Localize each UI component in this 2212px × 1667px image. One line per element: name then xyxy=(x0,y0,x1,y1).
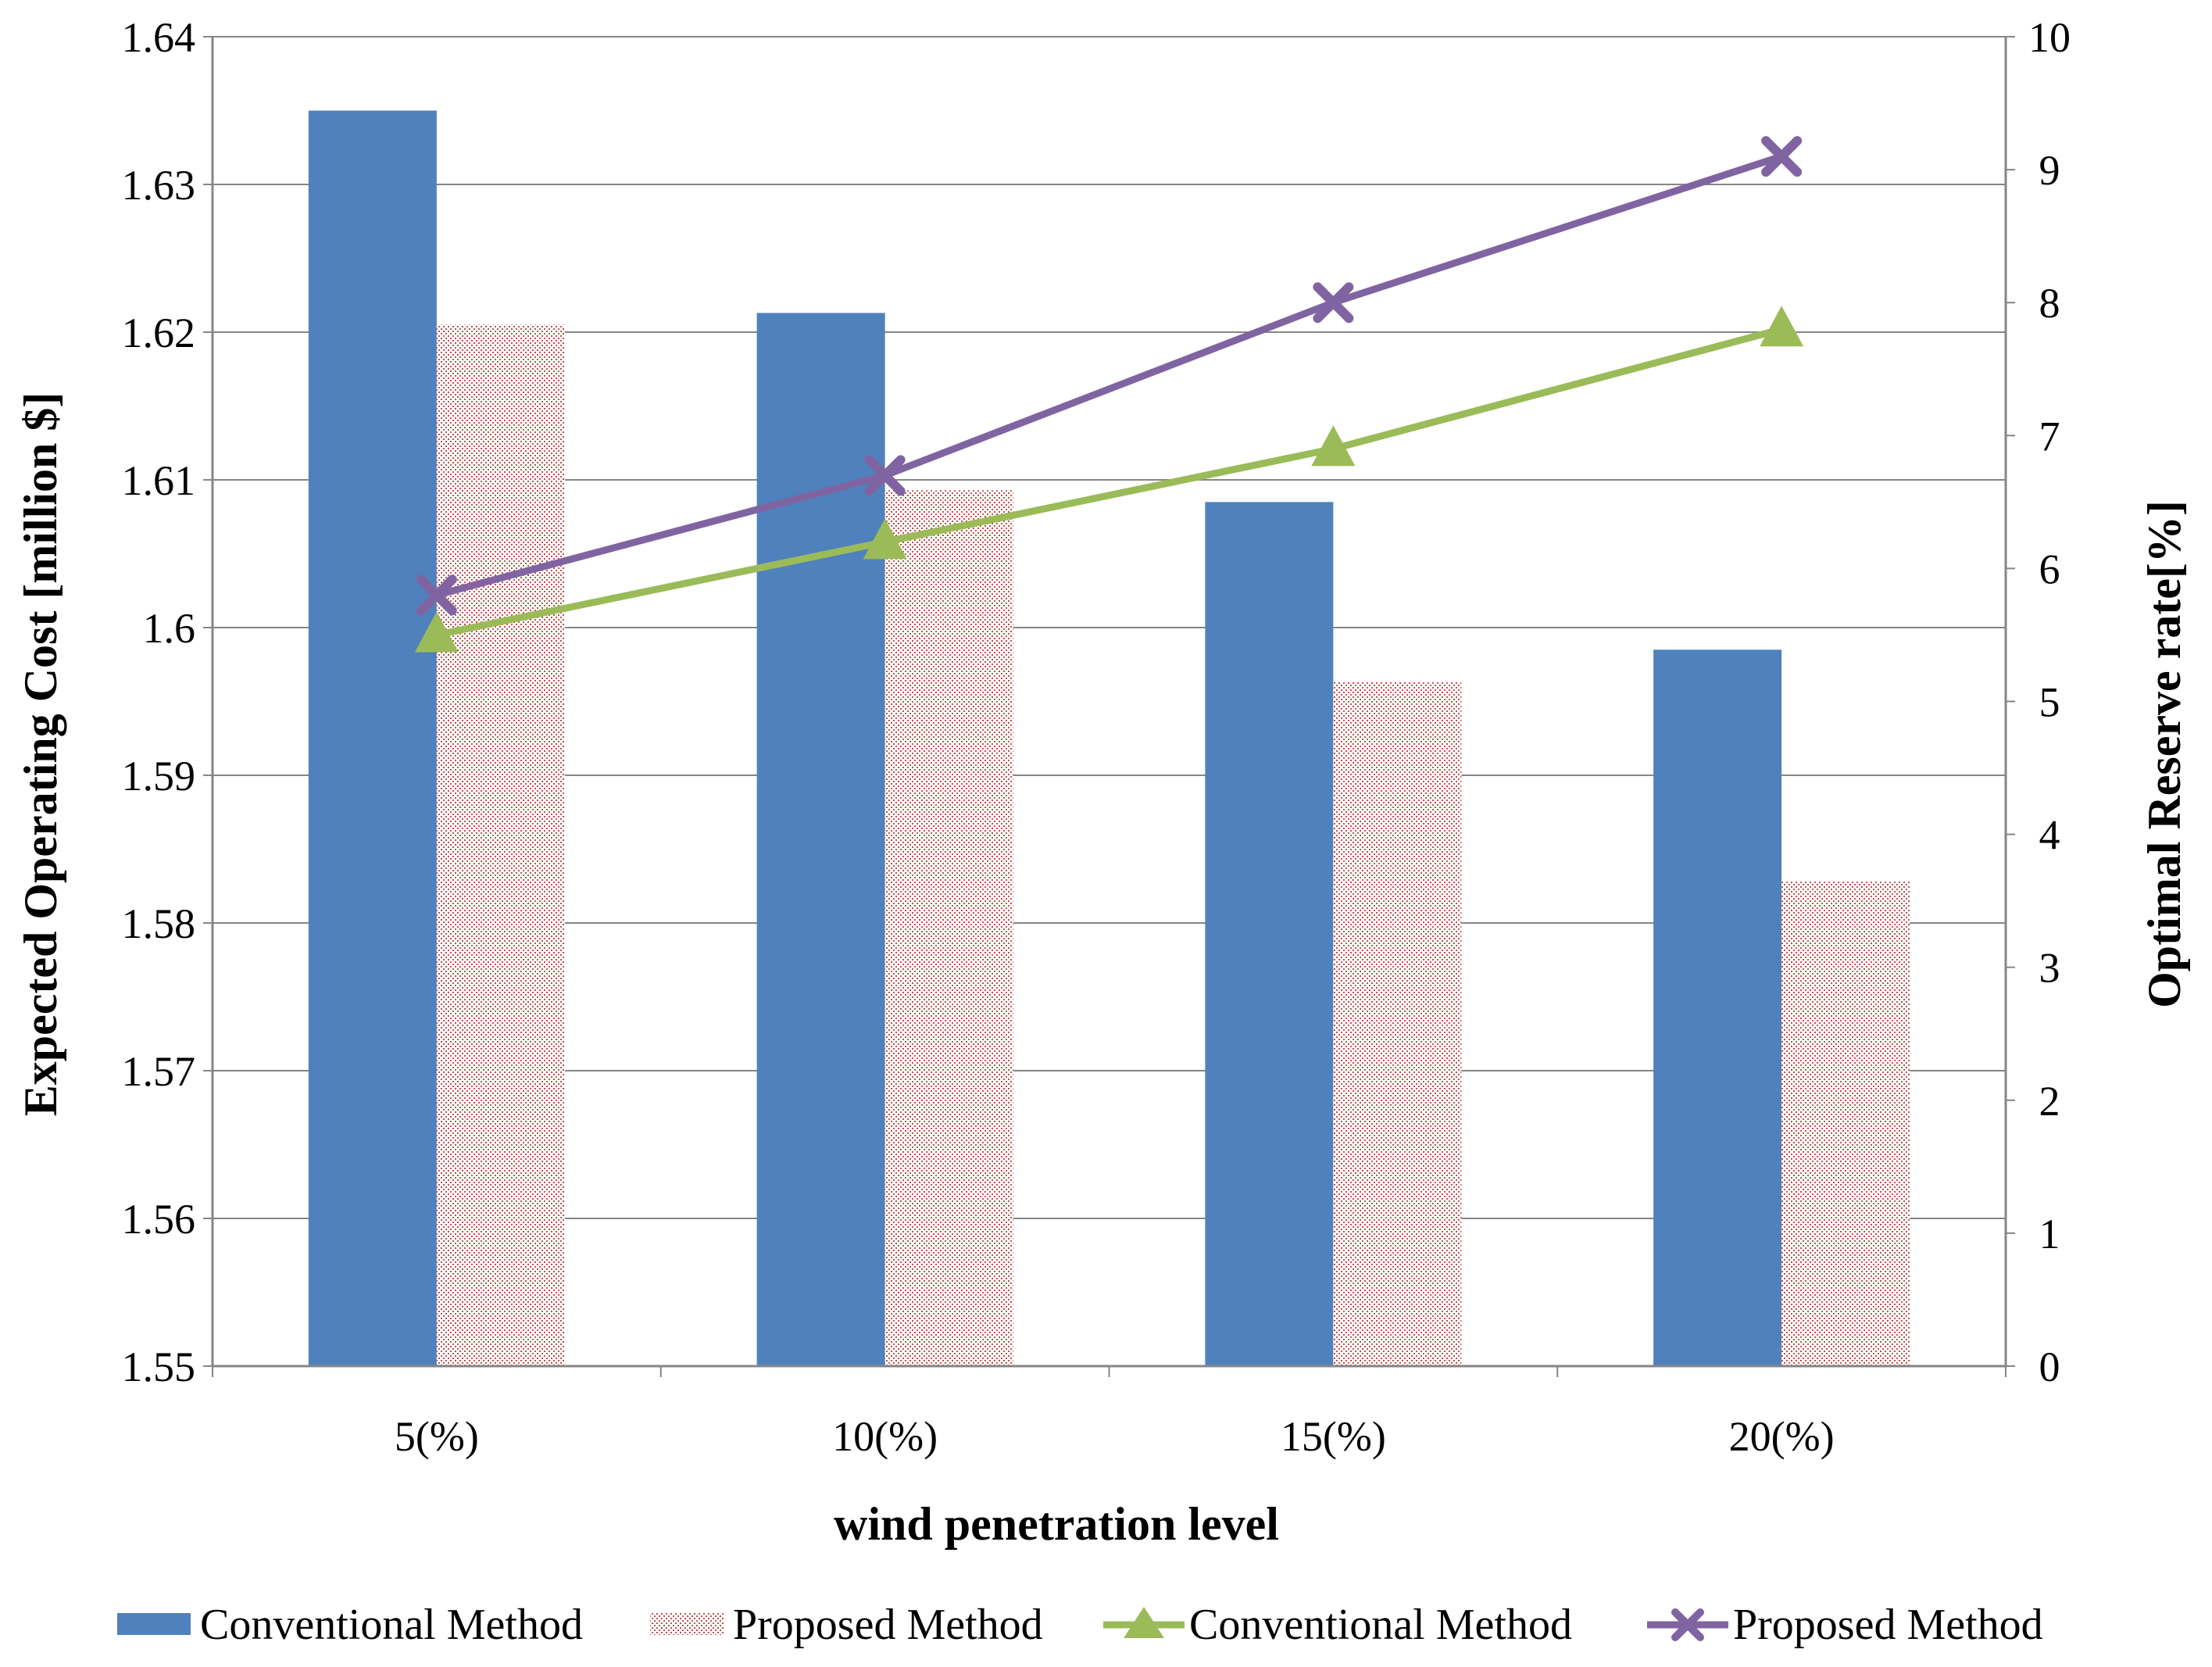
bar-proposed xyxy=(436,324,565,1366)
y-tick-label: 1.64 xyxy=(122,14,196,61)
y-tick-label: 1.58 xyxy=(122,900,196,947)
marker-x xyxy=(416,574,457,616)
bar-conventional xyxy=(1653,649,1782,1366)
y-tick-label: 1.57 xyxy=(122,1048,196,1095)
line-proposed xyxy=(435,152,1783,599)
y2-tick-label: 10 xyxy=(2028,14,2071,61)
bar-conventional xyxy=(308,110,437,1366)
legend-marker-triangle xyxy=(1124,1607,1164,1638)
y2-tick-label: 5 xyxy=(2039,679,2060,726)
y-tick-label: 1.56 xyxy=(122,1196,196,1243)
legend-label-bar-proposed: Proposed Method xyxy=(733,1601,1043,1649)
y2-tick-label: 8 xyxy=(2039,280,2060,327)
line-conventional xyxy=(435,325,1783,639)
y-tick-label: 1.59 xyxy=(122,753,196,800)
x-tick-label: 15(%) xyxy=(1281,1413,1386,1460)
y2-tick-label: 3 xyxy=(2039,945,2060,992)
x-tick-label: 20(%) xyxy=(1729,1413,1835,1460)
bar-proposed xyxy=(1333,681,1462,1366)
bar-conventional xyxy=(1205,502,1334,1366)
marker-x xyxy=(864,455,906,496)
x-tick-label: 5(%) xyxy=(395,1413,479,1460)
x-axis-title: wind penetration level xyxy=(834,1498,1279,1550)
y-tick-label: 1.6 xyxy=(143,605,196,652)
legend-label-bar-conventional: Conventional Method xyxy=(200,1601,583,1649)
y2-tick-label: 7 xyxy=(2039,413,2060,460)
y2-tick-label: 4 xyxy=(2039,812,2060,859)
y2-tick-label: 9 xyxy=(2039,147,2060,194)
marker-triangle xyxy=(863,518,907,560)
legend-label-line-proposed: Proposed Method xyxy=(1733,1601,2043,1649)
y2-tick-label: 1 xyxy=(2039,1211,2060,1257)
x-tick-label: 10(%) xyxy=(832,1413,938,1460)
y-tick-label: 1.62 xyxy=(122,309,196,356)
marker-triangle xyxy=(1311,425,1356,467)
line-series xyxy=(414,136,1804,653)
y2-tick-label: 0 xyxy=(2039,1343,2060,1390)
axes: 1.55 1.56 1.57 1.58 1.59 1.6 1.61 1.62 1.63 1.64 0… xyxy=(122,14,2071,1460)
bar-series xyxy=(308,110,1910,1367)
y-tick-label: 1.55 xyxy=(122,1343,196,1390)
y-tick-label: 1.63 xyxy=(122,162,196,209)
y2-tick-label: 2 xyxy=(2039,1078,2060,1125)
legend-label-line-conventional: Conventional Method xyxy=(1189,1601,1572,1649)
marker-x xyxy=(1761,136,1803,177)
bar-conventional xyxy=(756,313,885,1367)
legend-marker-x xyxy=(1671,1608,1704,1641)
legend-swatch-bar-proposed xyxy=(650,1613,724,1635)
marker-triangle xyxy=(414,611,459,653)
marker-x xyxy=(1313,282,1354,324)
y2-tick-label: 6 xyxy=(2039,546,2060,592)
y-axis-title: Expected Operating Cost [million $] xyxy=(15,392,66,1117)
bar-proposed xyxy=(884,490,1013,1366)
bar-proposed xyxy=(1781,882,1910,1366)
legend-swatch-bar-conventional xyxy=(117,1613,191,1635)
marker-triangle xyxy=(1760,306,1804,347)
y-tick-label: 1.61 xyxy=(122,457,196,504)
legend: Conventional Method Proposed Method Conv… xyxy=(117,1601,2043,1649)
y2-axis-title: Optimal Reserve rate[%] xyxy=(2139,500,2190,1008)
